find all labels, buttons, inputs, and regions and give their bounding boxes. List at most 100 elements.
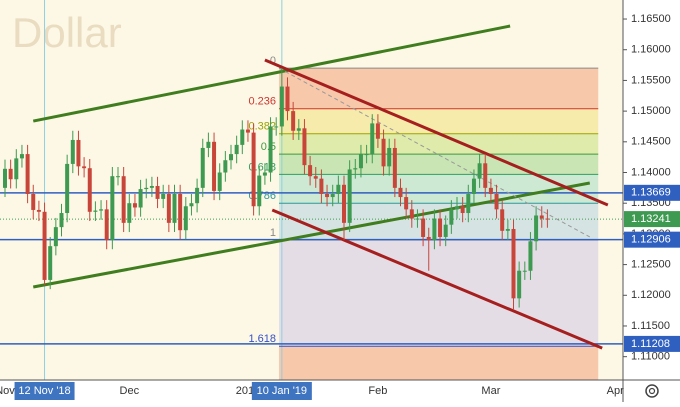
candle-body: [325, 193, 330, 198]
x-tick-label: Mar: [481, 385, 500, 397]
price-tag-label: 1.13241: [631, 213, 671, 225]
candle-body: [449, 209, 454, 225]
candle-body: [14, 158, 19, 180]
candle-body: [398, 187, 403, 198]
candle-body: [234, 144, 239, 155]
candle-body: [161, 193, 166, 199]
y-tick-label: 1.14000: [631, 166, 671, 178]
candle-body: [240, 129, 245, 145]
price-tag: [624, 335, 680, 352]
dashed-trendline: [278, 67, 591, 238]
candle-body: [415, 218, 420, 220]
fib-band: [279, 68, 599, 109]
candle-body: [132, 203, 137, 208]
candle-body: [116, 176, 120, 178]
candle-body: [229, 154, 233, 161]
trendline: [264, 58, 609, 207]
y-tick-label: 1.16000: [631, 44, 671, 56]
candle-body: [178, 193, 183, 231]
candle-body: [364, 154, 369, 156]
candle-body: [200, 147, 205, 188]
candle-body: [36, 209, 41, 212]
fib-band: [279, 108, 599, 134]
candle-body: [375, 123, 380, 139]
x-label-highlight: [14, 382, 75, 400]
watermark-title: Dollar: [12, 9, 122, 56]
candle-body: [217, 172, 222, 191]
y-tick-label: 1.12500: [631, 258, 671, 270]
candle-body: [358, 154, 363, 169]
price-tag: [624, 184, 680, 201]
candle-body: [3, 168, 7, 188]
candle-body: [70, 139, 75, 164]
candle-body: [517, 270, 522, 299]
fib-level-label: 1: [270, 227, 276, 239]
fib-level-label: 0.5: [261, 141, 276, 153]
candle-body: [426, 236, 431, 241]
candle-body: [432, 218, 437, 241]
candle-body: [262, 172, 267, 176]
fib-band: [279, 154, 599, 175]
candle-body: [330, 193, 335, 198]
candle-body: [257, 175, 262, 207]
x-tick-label: 10 Jan '19: [257, 385, 307, 397]
candle-body: [121, 176, 126, 223]
candle-body: [212, 141, 217, 191]
candle-body: [31, 193, 36, 210]
candle-body: [104, 209, 109, 241]
candle-body: [251, 132, 256, 207]
candle-body: [347, 169, 352, 223]
candle-body: [183, 206, 188, 231]
candle-body: [65, 163, 70, 214]
candle-body: [189, 203, 194, 207]
candle-body: [172, 193, 177, 223]
candle-body: [387, 147, 392, 167]
candle-body: [500, 209, 505, 231]
candle-body: [8, 168, 13, 180]
candle-body: [511, 228, 516, 299]
candle-body: [522, 270, 527, 272]
price-tag-label: 1.12906: [631, 234, 671, 246]
x-tick-label: Feb: [368, 385, 387, 397]
trendline: [271, 208, 603, 350]
candle-body: [319, 178, 324, 194]
candle-body: [539, 215, 544, 219]
candle-body: [144, 187, 149, 190]
candle-body: [245, 129, 250, 133]
candle-body: [268, 126, 273, 173]
candle-body: [223, 160, 228, 173]
fib-level-label: 1.618: [248, 333, 276, 345]
candle-body: [99, 209, 104, 211]
x-label-highlight: [251, 382, 312, 400]
candle-body: [392, 147, 397, 188]
candle-body: [308, 165, 313, 177]
candle-body: [279, 86, 284, 127]
candle-body: [53, 227, 58, 247]
y-tick-label: 1.11000: [631, 351, 670, 363]
settings-gear[interactable]: [645, 384, 659, 398]
candle-body: [505, 228, 510, 231]
x-tick-label: 12 Nov '18: [18, 385, 70, 397]
y-tick-label: 1.12000: [631, 289, 671, 301]
candle-body: [206, 141, 211, 148]
fib-level-label: 0: [270, 55, 276, 67]
candle-body: [25, 154, 30, 194]
candle-body: [19, 154, 24, 159]
price-tag: [624, 231, 680, 248]
y-tick-label: 1.15500: [631, 74, 671, 86]
candle-body: [353, 168, 358, 170]
candle-body: [155, 186, 160, 199]
candle-body: [285, 86, 290, 112]
fib-level-label: 0.236: [248, 96, 276, 108]
y-tick-label: 1.15000: [631, 105, 671, 117]
x-tick-label: Apr: [607, 385, 624, 397]
candle-body: [274, 126, 279, 128]
candle-body: [438, 218, 443, 237]
candle-body: [409, 209, 414, 219]
candle-body: [443, 224, 448, 237]
candle-body: [166, 193, 171, 223]
candle-body: [460, 206, 465, 214]
candle-body: [93, 210, 98, 212]
fib-extension-area: [279, 346, 599, 380]
